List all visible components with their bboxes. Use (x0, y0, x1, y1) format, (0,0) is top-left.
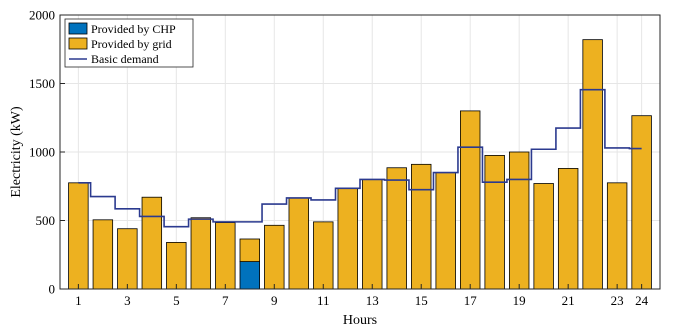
bar-grid-hour-12 (337, 187, 358, 290)
x-tick-label: 19 (513, 293, 526, 308)
bar-grid-hour-23 (606, 182, 628, 290)
x-tick-label: 15 (415, 293, 428, 308)
x-tick-label: 13 (366, 293, 379, 308)
bar-grid-hour-5 (166, 242, 187, 290)
bar-chp-hour-8 (239, 261, 260, 290)
x-axis-label: Hours (343, 313, 377, 328)
bar-grid-hour-24 (631, 115, 652, 290)
x-tick-label: 17 (464, 293, 478, 308)
x-tick-label: 11 (317, 293, 330, 308)
bar-grid-hour-1 (68, 182, 89, 290)
bar-grid-hour-7 (215, 222, 236, 290)
bar-grid-hour-13 (362, 178, 383, 290)
x-tick-label: 24 (635, 293, 649, 308)
y-tick-label: 500 (36, 213, 56, 228)
y-tick-label: 2000 (29, 8, 55, 23)
legend: Provided by CHP Provided by grid Basic d… (64, 18, 194, 68)
bar-grid-hour-6 (190, 217, 212, 290)
bar-grid-hour-18 (484, 155, 505, 290)
y-axis-label: Electricity (kW) (9, 106, 24, 198)
legend-swatch-chp (68, 22, 88, 35)
demand-step-line (78, 88, 642, 228)
bar-grid-hour-20 (533, 183, 554, 290)
bar-grid-hour-4 (141, 196, 163, 290)
legend-label-chp: Provided by CHP (91, 22, 176, 36)
x-tick-label: 9 (271, 293, 278, 308)
x-tick-label: 5 (173, 293, 180, 308)
bar-grid-hour-15 (411, 163, 432, 290)
x-tick-label: 23 (611, 293, 624, 308)
demand-line-layer (78, 88, 642, 228)
x-tick-label: 7 (222, 293, 229, 308)
bar-grid-hour-2 (92, 219, 114, 290)
bar-grid-hour-17 (460, 110, 481, 290)
bar-grid-hour-22 (582, 39, 603, 290)
bar-grid-hour-21 (557, 168, 579, 290)
y-tick-label: 1000 (29, 145, 55, 160)
x-tick-label: 1 (75, 293, 82, 308)
legend-label-demand: Basic demand (91, 52, 159, 66)
bar-grid-hour-19 (508, 151, 530, 290)
bar-grid-hour-14 (386, 167, 407, 290)
bar-grid-hour-9 (264, 224, 285, 290)
x-tick-label: 21 (562, 293, 575, 308)
bar-grid-hour-16 (435, 172, 456, 290)
bar-grid-hour-10 (288, 197, 309, 290)
y-tick-label: 0 (49, 282, 56, 297)
bar-grid-hour-8 (239, 238, 260, 262)
bar-grid-hour-11 (313, 221, 334, 290)
legend-label-grid: Provided by grid (91, 37, 172, 51)
y-tick-label: 1500 (29, 76, 55, 91)
bar-grid-hour-3 (117, 228, 138, 290)
bars (68, 39, 652, 290)
x-tick-label: 3 (124, 293, 131, 308)
legend-swatch-grid (68, 37, 88, 50)
